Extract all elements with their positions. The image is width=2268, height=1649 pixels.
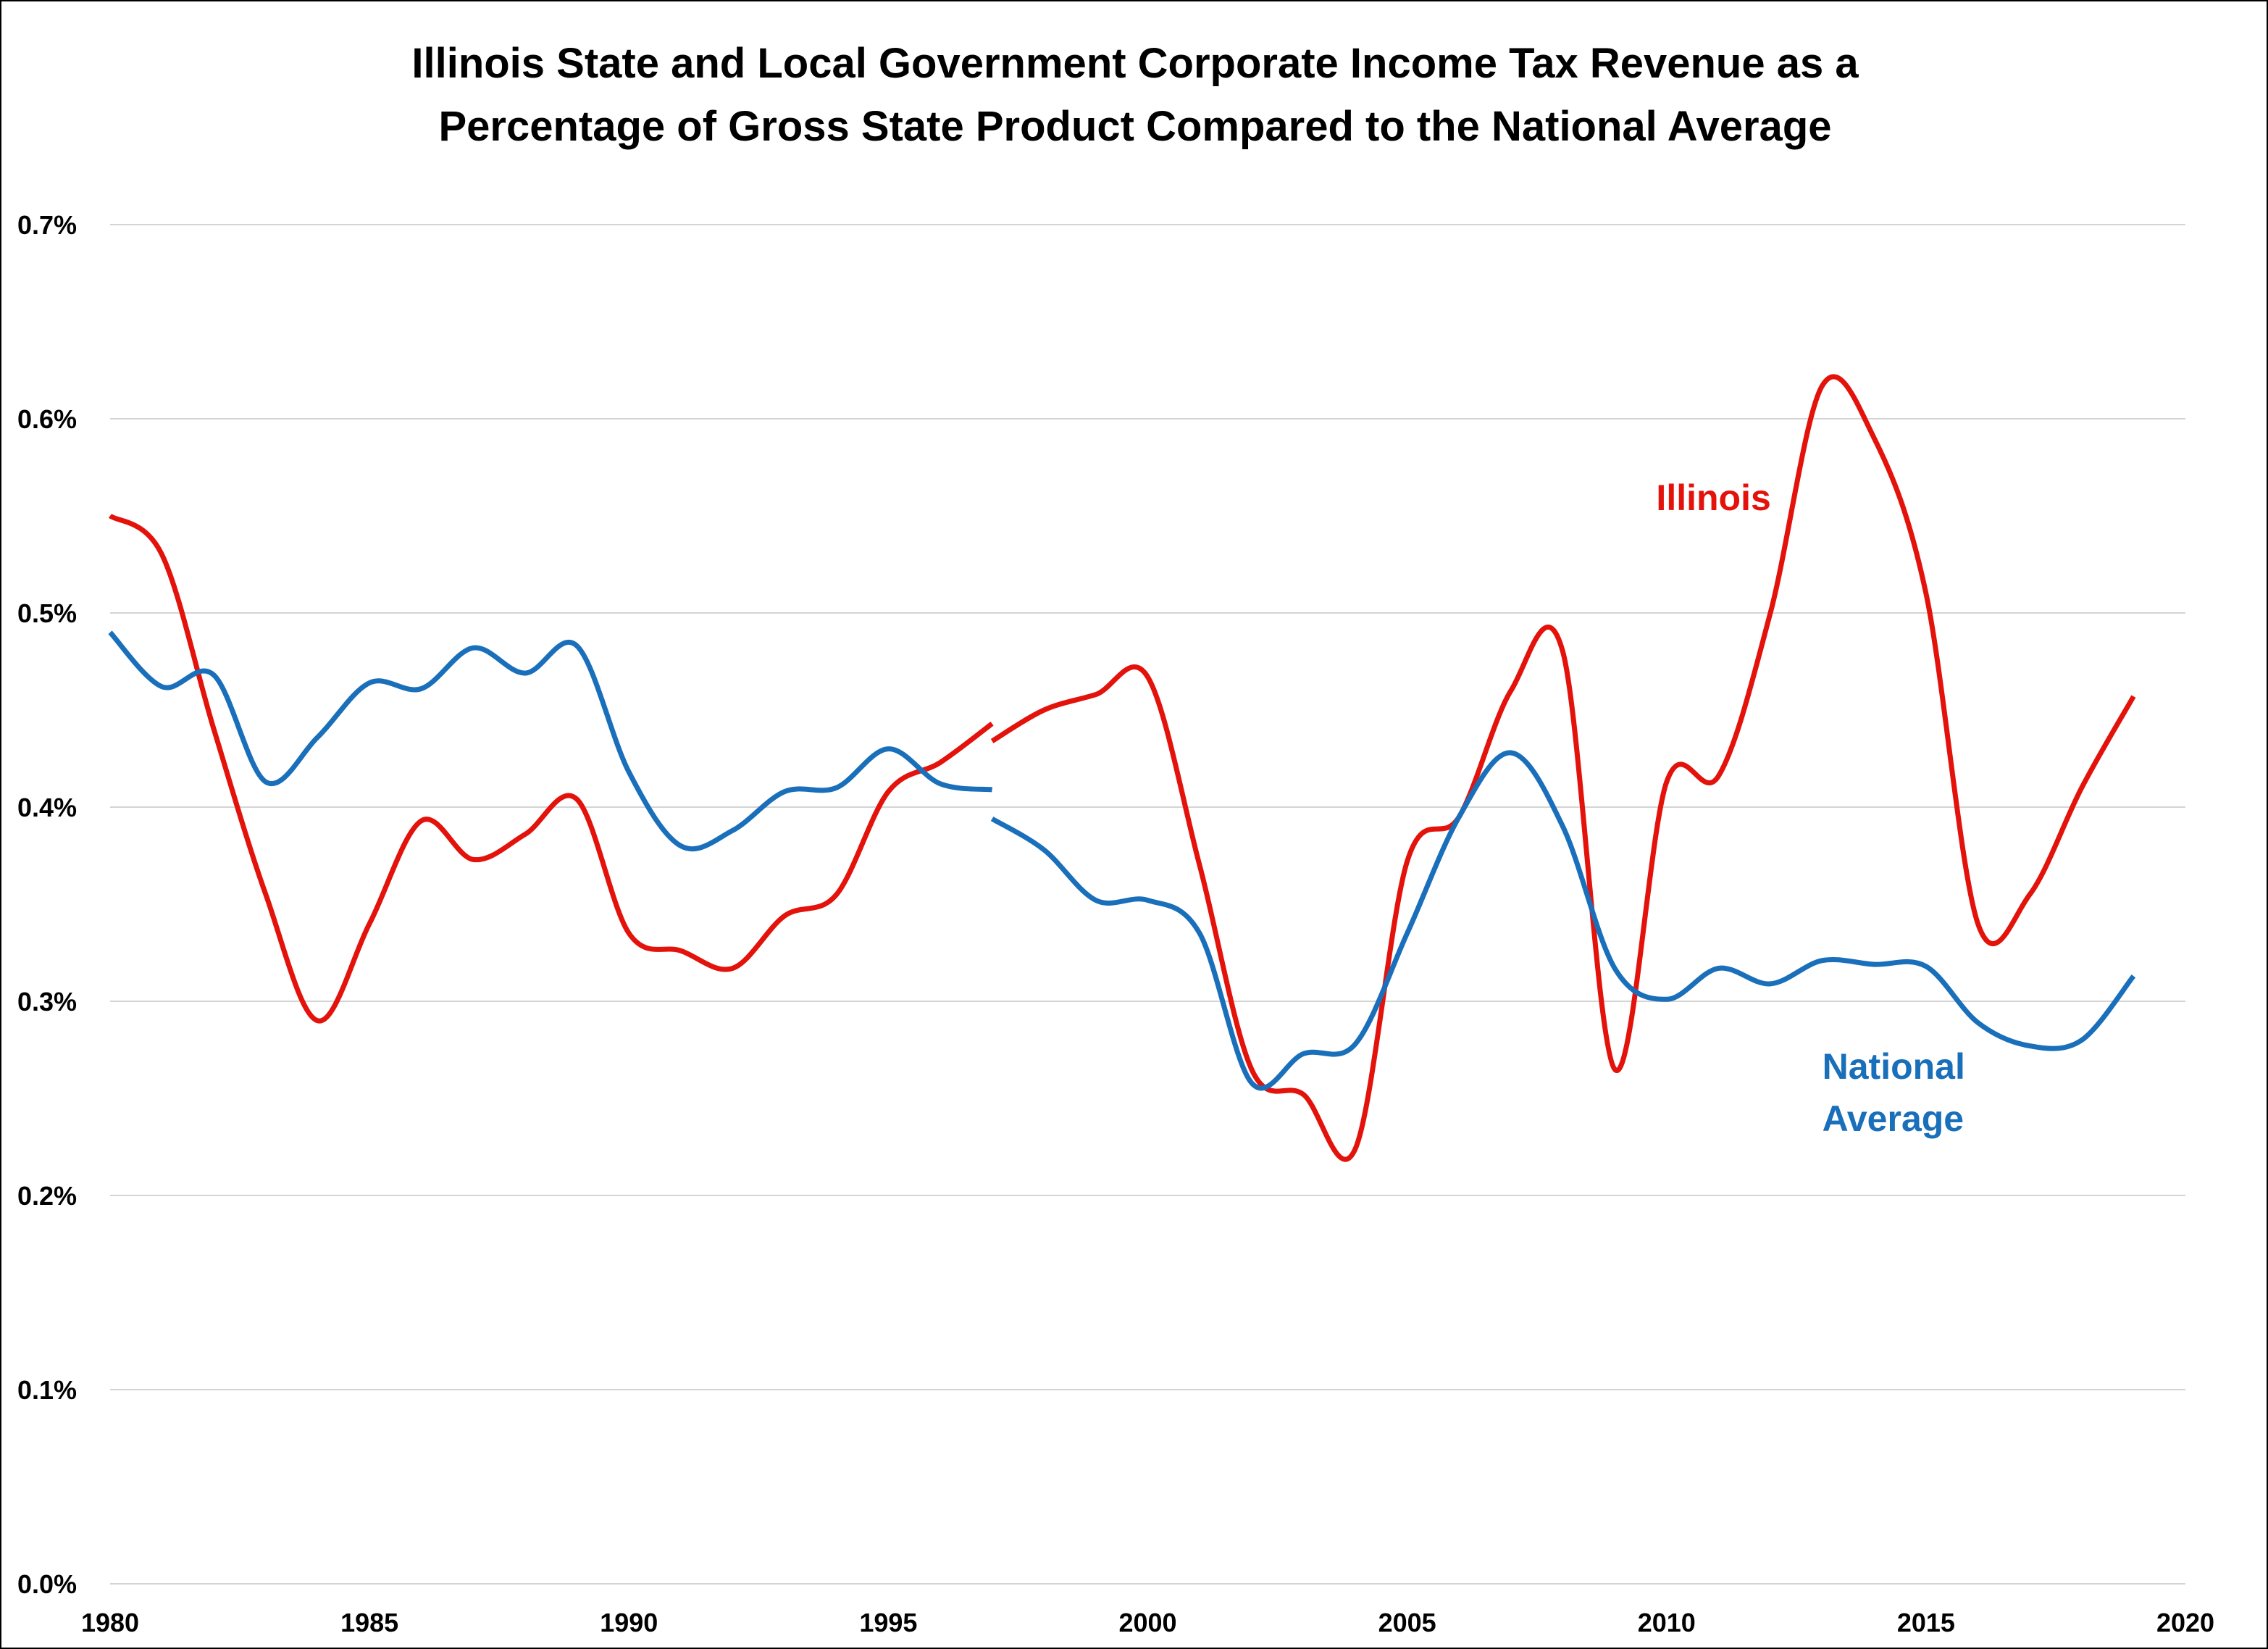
- series-label-national-average: National: [1823, 1046, 1965, 1087]
- series-annotations: Illinois National Average: [1656, 477, 1964, 1139]
- x-tick-label: 2020: [2156, 1608, 2214, 1637]
- y-tick-label: 0.7%: [17, 210, 77, 240]
- x-tick-label: 1980: [81, 1608, 139, 1637]
- x-axis-tick-labels: 1980 1985 1990 1995 2000 2005 2010 2015 2020: [81, 1608, 2214, 1637]
- series-label-national-average: Average: [1823, 1098, 1964, 1139]
- x-tick-label: 1985: [340, 1608, 398, 1637]
- x-tick-label: 1995: [859, 1608, 917, 1637]
- chart-title: Illinois State and Local Government Corp…: [411, 40, 1859, 150]
- series-lines: [108, 374, 2136, 1162]
- series-line-illinois-segment-2: [990, 374, 2136, 1162]
- y-tick-label: 0.1%: [17, 1375, 77, 1405]
- x-tick-label: 2000: [1118, 1608, 1176, 1637]
- y-tick-label: 0.5%: [17, 598, 77, 628]
- x-tick-label: 2010: [1638, 1608, 1696, 1637]
- chart-title-line-1: Illinois State and Local Government Corp…: [411, 40, 1859, 87]
- x-tick-label: 2015: [1897, 1608, 1955, 1637]
- x-tick-label: 2005: [1378, 1608, 1436, 1637]
- y-tick-label: 0.4%: [17, 793, 77, 822]
- y-axis-tick-labels: 0.0% 0.1% 0.2% 0.3% 0.4% 0.5% 0.6% 0.7%: [17, 210, 77, 1599]
- y-tick-label: 0.0%: [17, 1569, 77, 1599]
- y-tick-label: 0.2%: [17, 1181, 77, 1211]
- x-tick-label: 1990: [600, 1608, 658, 1637]
- y-tick-label: 0.6%: [17, 404, 77, 434]
- gridlines: [110, 224, 2185, 1585]
- y-tick-label: 0.3%: [17, 987, 77, 1016]
- series-line-national-average-segment-1: [108, 630, 993, 852]
- chart-title-line-2: Percentage of Gross State Product Compar…: [438, 103, 1831, 150]
- series-line-illinois-segment-1: [108, 513, 994, 1024]
- series-line-national-average-segment-2: [990, 750, 2136, 1091]
- series-label-illinois: Illinois: [1656, 477, 1770, 518]
